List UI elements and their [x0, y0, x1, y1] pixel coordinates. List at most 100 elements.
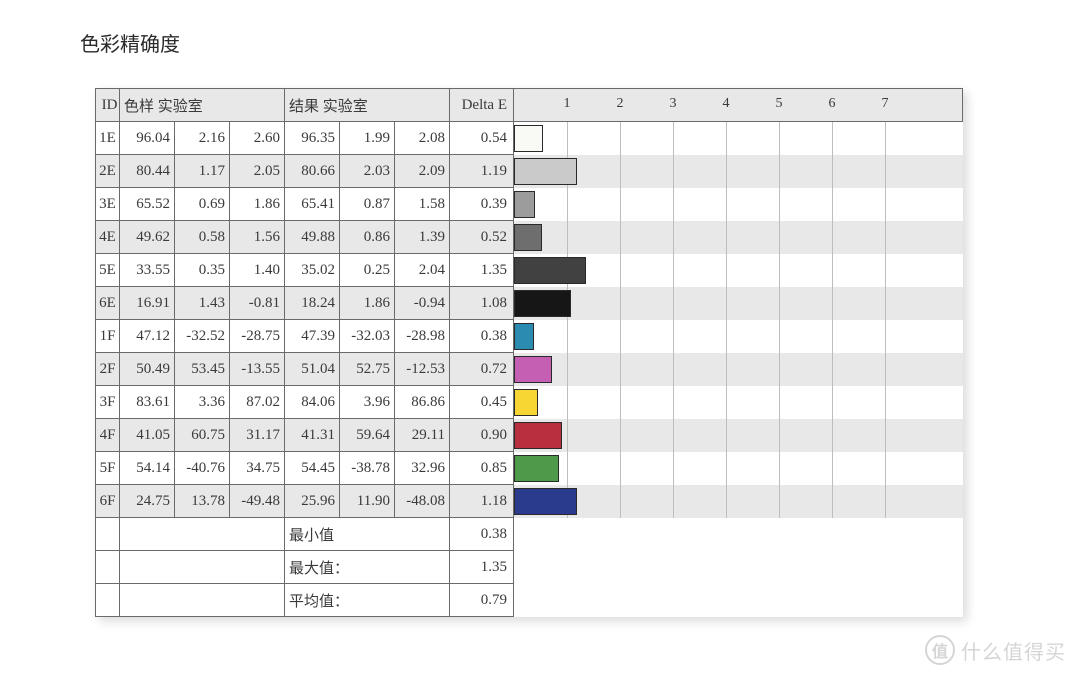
cell-result-b: -48.08 [395, 485, 450, 518]
watermark-badge-icon: 值 [925, 635, 955, 665]
cell-sample-b: 1.56 [230, 221, 285, 254]
table-row: 1E96.042.162.6096.351.992.080.54 [96, 122, 963, 155]
cell-result-a: 1.86 [340, 287, 395, 320]
cell-sample-a: 1.43 [175, 287, 230, 320]
cell-sample-b: -0.81 [230, 287, 285, 320]
cell-sample-a: 0.69 [175, 188, 230, 221]
cell-sample-a: -32.52 [175, 320, 230, 353]
cell-result-a: -38.78 [340, 452, 395, 485]
cell-bar [514, 122, 963, 155]
table-row: 6E16.911.43-0.8118.241.86-0.941.08 [96, 287, 963, 320]
cell-sample-L: 83.61 [120, 386, 175, 419]
cell-sample-b: 31.17 [230, 419, 285, 452]
axis-tick-label: 2 [617, 96, 624, 112]
cell-id: 6E [96, 287, 120, 320]
delta-e-bar [514, 455, 559, 482]
cell-result-b: 2.04 [395, 254, 450, 287]
table-row: 2E80.441.172.0580.662.032.091.19 [96, 155, 963, 188]
cell-sample-L: 33.55 [120, 254, 175, 287]
table-row: 2F50.4953.45-13.5551.0452.75-12.530.72 [96, 353, 963, 386]
cell-id: 1E [96, 122, 120, 155]
cell-result-L: 49.88 [285, 221, 340, 254]
delta-e-bar [514, 125, 543, 152]
cell-delta-e: 0.85 [450, 452, 514, 485]
delta-e-bar [514, 422, 562, 449]
header-row: ID 色样 实验室 结果 实验室 Delta E 1234567 [96, 89, 963, 122]
cell-result-b: -0.94 [395, 287, 450, 320]
summary-value: 1.35 [450, 551, 514, 584]
cell-delta-e: 0.72 [450, 353, 514, 386]
cell-result-L: 35.02 [285, 254, 340, 287]
cell-result-a: 2.03 [340, 155, 395, 188]
cell-bar [514, 155, 963, 188]
cell-bar [514, 287, 963, 320]
cell-sample-L: 65.52 [120, 188, 175, 221]
cell-sample-a: 3.36 [175, 386, 230, 419]
table-row: 5E33.550.351.4035.020.252.041.35 [96, 254, 963, 287]
header-result: 结果 实验室 [285, 89, 450, 122]
watermark: 值 什么值得买 [925, 635, 1066, 665]
cell-result-L: 47.39 [285, 320, 340, 353]
cell-delta-e: 1.18 [450, 485, 514, 518]
axis-tick-label: 5 [776, 96, 783, 112]
cell-sample-b: 1.40 [230, 254, 285, 287]
cell-result-b: 29.11 [395, 419, 450, 452]
cell-sample-b: 87.02 [230, 386, 285, 419]
cell-id: 1F [96, 320, 120, 353]
header-delta-e: Delta E [450, 89, 514, 122]
cell-result-a: 0.87 [340, 188, 395, 221]
cell-sample-b: -13.55 [230, 353, 285, 386]
cell-result-b: 1.39 [395, 221, 450, 254]
table-row: 6F24.7513.78-49.4825.9611.90-48.081.18 [96, 485, 963, 518]
cell-sample-b: 2.05 [230, 155, 285, 188]
header-sample: 色样 实验室 [120, 89, 285, 122]
cell-delta-e: 0.39 [450, 188, 514, 221]
cell-result-L: 41.31 [285, 419, 340, 452]
delta-e-bar [514, 191, 535, 218]
cell-sample-a: 60.75 [175, 419, 230, 452]
cell-bar [514, 221, 963, 254]
delta-e-bar [514, 323, 534, 350]
cell-sample-a: 13.78 [175, 485, 230, 518]
cell-sample-b: -49.48 [230, 485, 285, 518]
cell-sample-b: 1.86 [230, 188, 285, 221]
cell-bar [514, 419, 963, 452]
cell-result-a: 52.75 [340, 353, 395, 386]
table-row: 3E65.520.691.8665.410.871.580.39 [96, 188, 963, 221]
cell-result-b: 2.09 [395, 155, 450, 188]
cell-sample-L: 80.44 [120, 155, 175, 188]
cell-id: 4F [96, 419, 120, 452]
axis-tick-label: 1 [564, 96, 571, 112]
cell-result-a: 0.25 [340, 254, 395, 287]
cell-result-b: -28.98 [395, 320, 450, 353]
cell-sample-L: 24.75 [120, 485, 175, 518]
cell-result-L: 54.45 [285, 452, 340, 485]
table-row: 3F83.613.3687.0284.063.9686.860.45 [96, 386, 963, 419]
axis-tick-label: 6 [829, 96, 836, 112]
delta-e-bar [514, 158, 577, 185]
cell-sample-L: 96.04 [120, 122, 175, 155]
cell-result-L: 51.04 [285, 353, 340, 386]
cell-id: 3E [96, 188, 120, 221]
table-row: 5F54.14-40.7634.7554.45-38.7832.960.85 [96, 452, 963, 485]
watermark-text: 什么值得买 [961, 636, 1066, 665]
cell-bar [514, 452, 963, 485]
cell-delta-e: 0.90 [450, 419, 514, 452]
cell-result-a: 59.64 [340, 419, 395, 452]
cell-sample-L: 54.14 [120, 452, 175, 485]
cell-delta-e: 1.35 [450, 254, 514, 287]
cell-sample-L: 16.91 [120, 287, 175, 320]
cell-delta-e: 0.38 [450, 320, 514, 353]
axis-tick-label: 4 [723, 96, 730, 112]
delta-e-bar [514, 488, 577, 515]
cell-sample-a: 53.45 [175, 353, 230, 386]
table-row: 1F47.12-32.52-28.7547.39-32.03-28.980.38 [96, 320, 963, 353]
cell-bar [514, 386, 963, 419]
cell-result-L: 65.41 [285, 188, 340, 221]
color-accuracy-table: ID 色样 实验室 结果 实验室 Delta E 1234567 1E96.04… [95, 88, 963, 617]
cell-delta-e: 1.19 [450, 155, 514, 188]
cell-result-b: 2.08 [395, 122, 450, 155]
cell-sample-b: 2.60 [230, 122, 285, 155]
axis-tick-label: 3 [670, 96, 677, 112]
delta-e-bar [514, 224, 542, 251]
